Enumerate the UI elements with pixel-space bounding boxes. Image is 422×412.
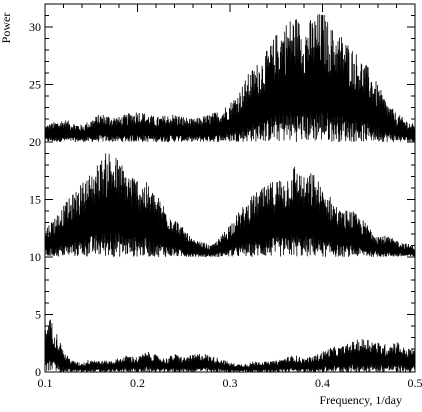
x-tick-label: 0.5: [408, 376, 422, 390]
y-tick-label: 15: [29, 193, 41, 207]
y-tick-label: 20: [29, 135, 41, 149]
x-tick-label: 0.1: [38, 376, 53, 390]
x-tick-label: 0.4: [315, 376, 330, 390]
x-tick-label: 0.2: [130, 376, 145, 390]
y-tick-label: 25: [29, 78, 41, 92]
y-axis-label: Power: [0, 13, 13, 44]
x-axis-label: Frequency, 1/day: [319, 393, 402, 407]
y-tick-label: 30: [29, 20, 41, 34]
y-tick-label: 10: [29, 250, 41, 264]
x-tick-label: 0.3: [223, 376, 238, 390]
y-tick-label: 5: [35, 308, 41, 322]
